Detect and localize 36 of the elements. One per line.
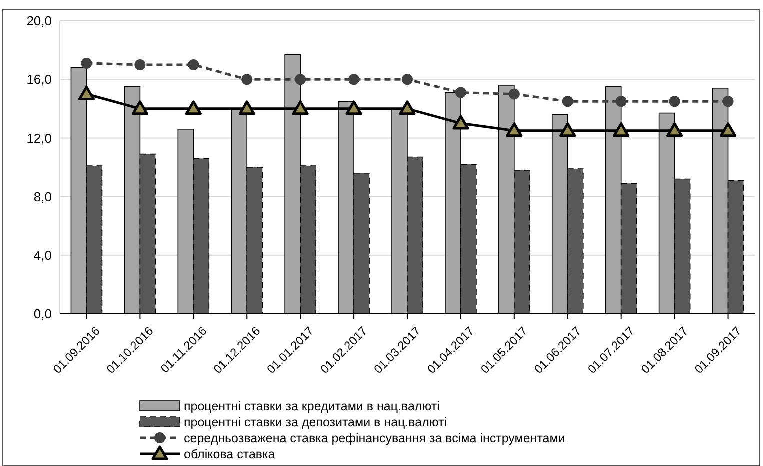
- point: [506, 122, 523, 138]
- point: [242, 74, 253, 86]
- legend-label: облікова ставка: [184, 447, 276, 462]
- point: [81, 58, 92, 69]
- point: [78, 86, 95, 100]
- legend-label: процентні ставки за депозитами в нац.валюті: [184, 415, 448, 430]
- point: [292, 100, 309, 116]
- point: [666, 122, 684, 138]
- point: [669, 96, 680, 108]
- point: [134, 59, 146, 70]
- point: [346, 100, 362, 116]
- legend-label: процентні ставки за кредитами в нац.валюті: [184, 399, 440, 414]
- point: [399, 100, 416, 116]
- y-tick-label: 8,0: [34, 189, 52, 204]
- point: [132, 100, 148, 116]
- y-tick-label: 4,0: [34, 248, 52, 263]
- point: [560, 122, 576, 138]
- y-tick-label: 0,0: [34, 306, 52, 322]
- point: [348, 74, 360, 86]
- point: [508, 88, 520, 100]
- point: [562, 96, 574, 108]
- y-tick-label: 20,0: [26, 14, 52, 29]
- point: [616, 96, 627, 108]
- point: [238, 100, 256, 116]
- point: [613, 122, 630, 138]
- point: [455, 87, 466, 98]
- point: [720, 122, 737, 138]
- legend-label: середньозважена ставка рефінансування за всіма інструментами: [184, 431, 566, 446]
- point: [295, 74, 306, 86]
- point: [402, 74, 413, 86]
- point: [722, 96, 734, 108]
- y-tick-label: 12,0: [26, 130, 52, 146]
- y-tick-label: 16,0: [26, 72, 52, 88]
- point: [188, 59, 200, 70]
- point: [452, 115, 470, 130]
- point: [185, 100, 202, 116]
